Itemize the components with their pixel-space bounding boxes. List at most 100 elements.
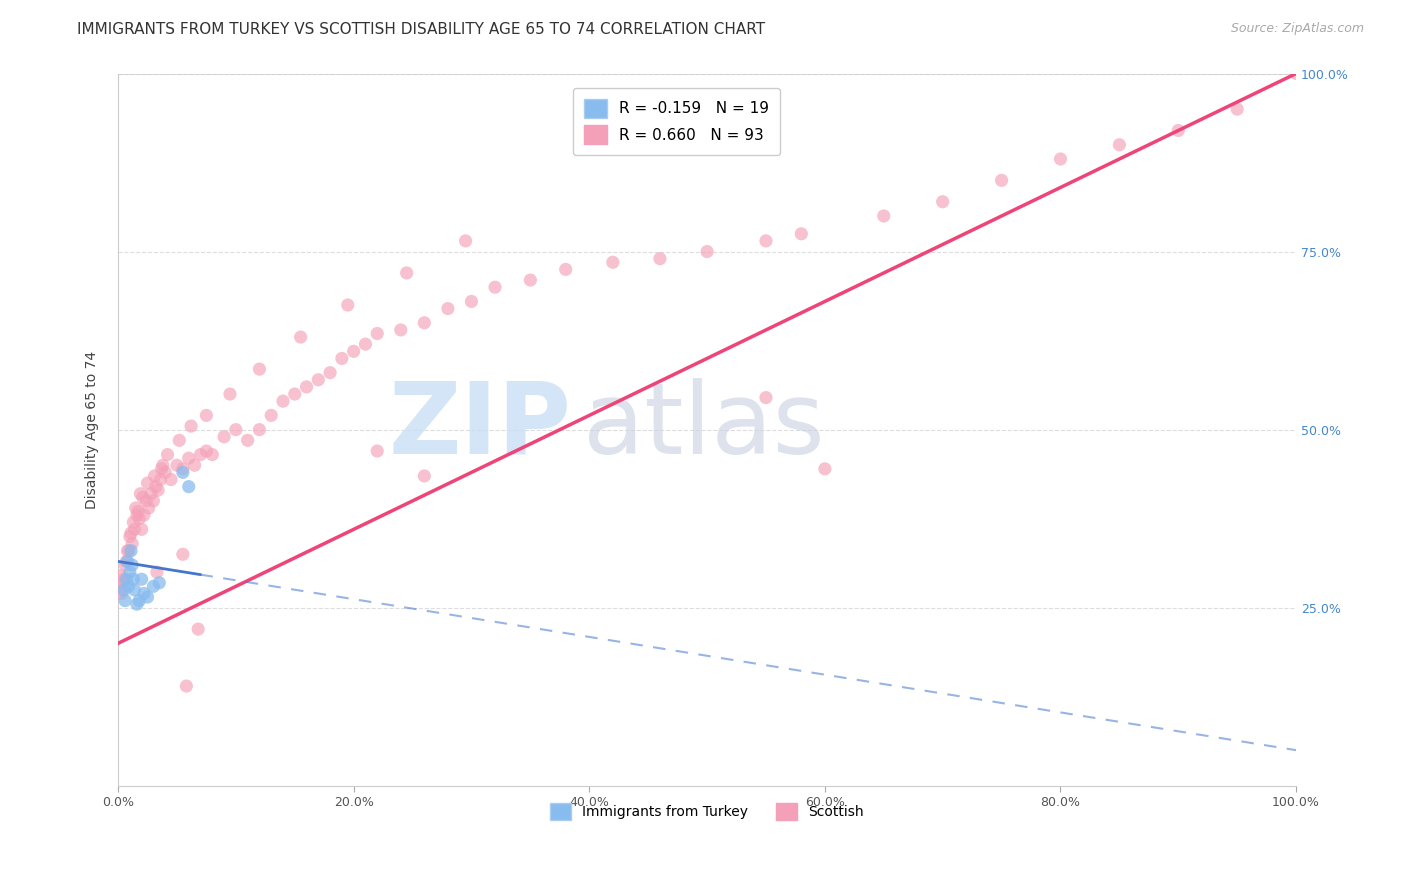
- Point: [135, 494, 157, 508]
- Point: [790, 227, 813, 241]
- Text: atlas: atlas: [583, 377, 825, 475]
- Point: [138, 501, 160, 516]
- Point: [177, 451, 200, 466]
- Point: [271, 394, 294, 409]
- Point: [484, 280, 506, 294]
- Point: [195, 409, 218, 423]
- Point: [118, 579, 141, 593]
- Point: [249, 362, 271, 376]
- Point: [139, 487, 162, 501]
- Point: [195, 444, 218, 458]
- Point: [128, 593, 150, 607]
- Point: [118, 565, 141, 579]
- Point: [160, 473, 183, 487]
- Point: [1108, 137, 1130, 152]
- Point: [132, 508, 155, 522]
- Point: [148, 575, 170, 590]
- Point: [122, 515, 145, 529]
- Point: [146, 565, 169, 579]
- Point: [755, 234, 778, 248]
- Point: [648, 252, 671, 266]
- Point: [149, 473, 172, 487]
- Point: [1049, 152, 1071, 166]
- Point: [169, 434, 191, 448]
- Point: [201, 448, 224, 462]
- Point: [873, 209, 896, 223]
- Point: [519, 273, 541, 287]
- Point: [132, 586, 155, 600]
- Legend: Immigrants from Turkey, Scottish: Immigrants from Turkey, Scottish: [546, 797, 869, 825]
- Point: [219, 387, 242, 401]
- Point: [110, 586, 132, 600]
- Point: [125, 508, 148, 522]
- Point: [290, 330, 312, 344]
- Point: [343, 344, 366, 359]
- Point: [125, 501, 148, 516]
- Point: [177, 480, 200, 494]
- Point: [460, 294, 482, 309]
- Point: [183, 458, 205, 473]
- Point: [145, 480, 167, 494]
- Point: [249, 423, 271, 437]
- Point: [112, 572, 135, 586]
- Point: [1285, 66, 1308, 80]
- Point: [389, 323, 412, 337]
- Point: [124, 522, 146, 536]
- Point: [143, 469, 166, 483]
- Point: [117, 543, 139, 558]
- Point: [284, 387, 307, 401]
- Point: [114, 558, 136, 572]
- Point: [128, 511, 150, 525]
- Point: [156, 448, 179, 462]
- Point: [114, 593, 136, 607]
- Point: [136, 476, 159, 491]
- Point: [132, 491, 155, 505]
- Point: [136, 590, 159, 604]
- Point: [115, 554, 138, 568]
- Point: [172, 547, 194, 561]
- Point: [413, 469, 436, 483]
- Point: [152, 458, 174, 473]
- Point: [1226, 102, 1249, 116]
- Point: [176, 679, 198, 693]
- Point: [187, 622, 209, 636]
- Point: [142, 579, 165, 593]
- Point: [118, 543, 141, 558]
- Point: [118, 529, 141, 543]
- Point: [108, 568, 131, 582]
- Point: [146, 483, 169, 498]
- Text: IMMIGRANTS FROM TURKEY VS SCOTTISH DISABILITY AGE 65 TO 74 CORRELATION CHART: IMMIGRANTS FROM TURKEY VS SCOTTISH DISAB…: [77, 22, 765, 37]
- Point: [122, 572, 145, 586]
- Text: Source: ZipAtlas.com: Source: ZipAtlas.com: [1230, 22, 1364, 36]
- Point: [212, 430, 235, 444]
- Point: [330, 351, 353, 366]
- Point: [150, 462, 173, 476]
- Point: [366, 326, 388, 341]
- Point: [131, 522, 153, 536]
- Point: [295, 380, 318, 394]
- Point: [117, 554, 139, 568]
- Point: [172, 466, 194, 480]
- Point: [110, 582, 132, 597]
- Point: [554, 262, 576, 277]
- Point: [127, 504, 149, 518]
- Y-axis label: Disability Age 65 to 74: Disability Age 65 to 74: [86, 351, 100, 508]
- Point: [166, 458, 188, 473]
- Point: [931, 194, 953, 209]
- Point: [121, 558, 143, 572]
- Point: [236, 434, 259, 448]
- Point: [696, 244, 718, 259]
- Point: [395, 266, 418, 280]
- Point: [225, 423, 247, 437]
- Point: [153, 466, 176, 480]
- Point: [111, 575, 134, 590]
- Point: [142, 494, 165, 508]
- Point: [814, 462, 837, 476]
- Text: ZIP: ZIP: [388, 377, 572, 475]
- Point: [260, 409, 283, 423]
- Point: [120, 525, 142, 540]
- Point: [319, 366, 342, 380]
- Point: [354, 337, 377, 351]
- Point: [454, 234, 477, 248]
- Point: [336, 298, 359, 312]
